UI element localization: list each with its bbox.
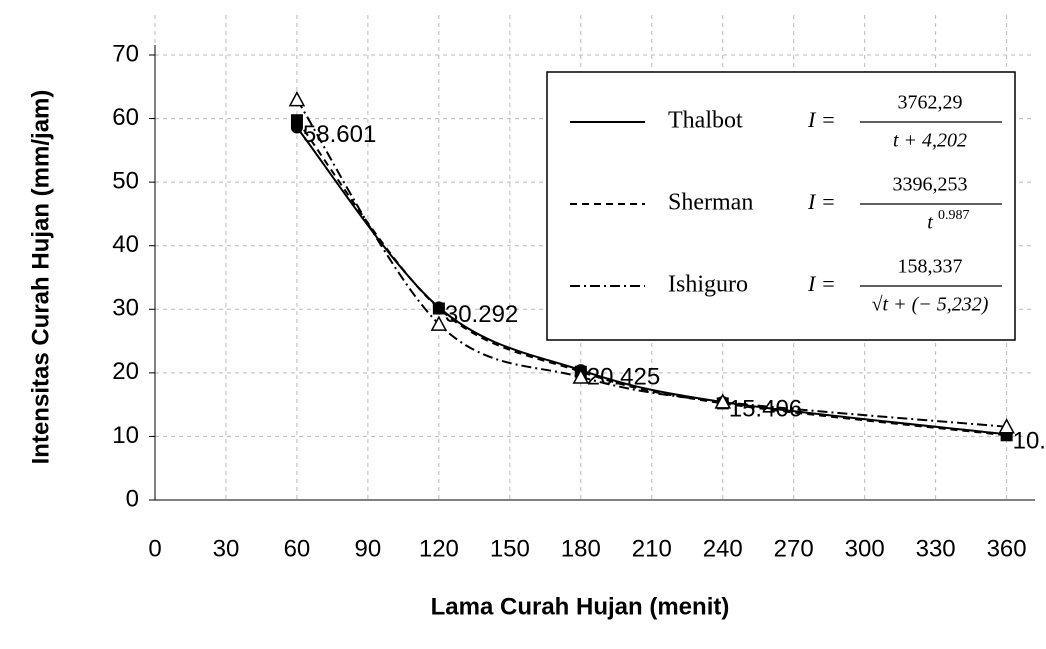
marker xyxy=(998,418,1015,434)
x-tick-label: 90 xyxy=(355,535,382,562)
y-tick-label: 70 xyxy=(112,40,139,67)
x-tick-label: 360 xyxy=(987,535,1027,562)
formula-denominator: t + 4,202 xyxy=(893,130,967,152)
x-tick-label: 30 xyxy=(213,535,240,562)
marker xyxy=(572,368,590,384)
marker xyxy=(432,302,445,315)
x-tick-label: 240 xyxy=(703,535,743,562)
x-tick-label: 300 xyxy=(845,535,885,562)
marker xyxy=(714,393,731,409)
data-label: 58.601 xyxy=(303,121,376,148)
y-tick-label: 30 xyxy=(112,295,139,322)
data-label: 30.292 xyxy=(445,301,518,328)
formula-numerator: 3396,253 xyxy=(893,174,968,196)
data-label: 20.425 xyxy=(587,363,660,390)
formula-numerator: 3762,29 xyxy=(898,92,963,114)
formula-lhs: I = xyxy=(807,107,836,132)
y-tick-label: 50 xyxy=(112,167,139,194)
formula-lhs: I = xyxy=(807,271,836,296)
x-tick-label: 0 xyxy=(148,535,161,562)
formula-denominator: t xyxy=(927,212,933,234)
y-tick-label: 0 xyxy=(126,485,139,512)
y-tick-label: 10 xyxy=(112,422,139,449)
x-tick-label: 270 xyxy=(774,535,814,562)
marker xyxy=(430,315,448,331)
data-label: 15.406 xyxy=(729,395,802,422)
x-tick-label: 120 xyxy=(419,535,459,562)
data-label: 10.330 xyxy=(1013,428,1046,455)
x-tick-label: 210 xyxy=(632,535,672,562)
y-tick-label: 40 xyxy=(112,231,139,258)
marker xyxy=(288,91,306,107)
x-tick-label: 150 xyxy=(490,535,530,562)
series-line xyxy=(296,119,1007,437)
formula-denominator: √t + (− 5,232) xyxy=(872,294,989,316)
x-axis-title: Lama Curah Hujan (menit) xyxy=(431,593,730,620)
y-tick-label: 20 xyxy=(112,358,139,385)
legend-label: Sherman xyxy=(668,190,753,216)
legend-box xyxy=(546,71,1016,341)
x-tick-label: 60 xyxy=(284,535,311,562)
y-axis-title: Intensitas Curah Hujan (mm/jam) xyxy=(27,90,54,465)
x-tick-label: 330 xyxy=(916,535,956,562)
x-tick-label: 180 xyxy=(561,535,601,562)
y-tick-label: 60 xyxy=(112,104,139,131)
legend-label: Ishiguro xyxy=(668,272,748,298)
legend-label: Thalbot xyxy=(668,108,743,134)
formula-exponent: 0.987 xyxy=(938,208,970,223)
legend: Thalbot I = 3762,29 t + 4,202 Sherman I = 3396… xyxy=(546,71,1016,341)
formula-lhs: I = xyxy=(807,189,836,214)
formula-numerator: 158,337 xyxy=(898,256,963,278)
marker xyxy=(290,114,303,127)
